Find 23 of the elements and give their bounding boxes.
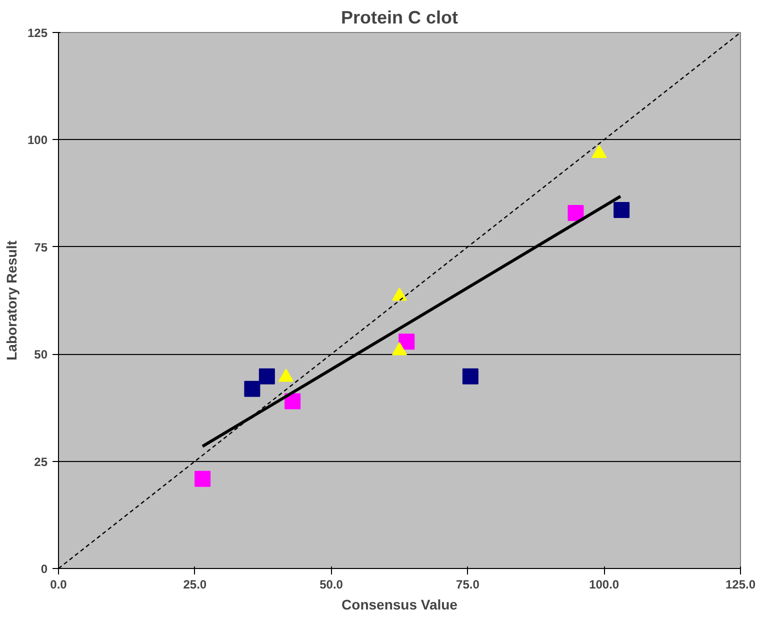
- x-tick-label: 100.0: [589, 578, 620, 592]
- point: [398, 334, 415, 350]
- x-tick-label: 25.0: [183, 578, 207, 592]
- y-tick-label: 0: [40, 562, 48, 576]
- x-tick-label: 75.0: [456, 578, 480, 592]
- x-tick-label: 0.0: [50, 578, 68, 592]
- point: [284, 393, 301, 410]
- x-tick-label: 125.0: [725, 578, 756, 592]
- point: [462, 368, 478, 384]
- y-tick-label: 75: [34, 240, 48, 254]
- point: [258, 368, 275, 384]
- y-axis-title: Laboratory Result: [3, 240, 20, 360]
- y-tick-label: 100: [27, 133, 48, 148]
- point: [194, 470, 211, 487]
- y-tick-label: 50: [34, 348, 48, 362]
- x-tick-label: 50.0: [320, 578, 344, 592]
- chart-title: Protein C clot: [340, 8, 458, 28]
- y-tick-label: 25: [34, 454, 48, 469]
- x-axis-title: Consensus Value: [342, 596, 458, 612]
- point: [244, 380, 260, 397]
- y-tick-label: 125: [27, 26, 48, 40]
- point: [614, 202, 630, 218]
- point: [568, 205, 584, 222]
